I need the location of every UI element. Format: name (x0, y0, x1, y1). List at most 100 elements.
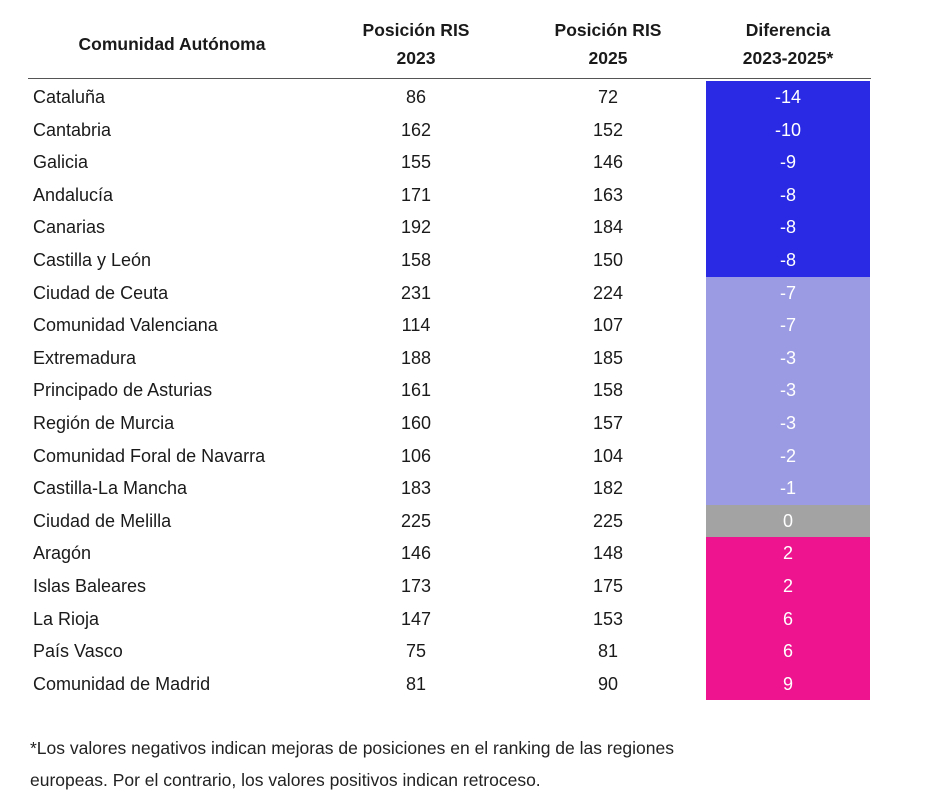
diff-value: 6 (782, 641, 793, 662)
rank-value: 225 (400, 510, 432, 531)
diff-value: -3 (779, 347, 796, 368)
diff-value: -2 (779, 445, 796, 466)
diff-value: 9 (782, 673, 793, 694)
rank-value: 146 (400, 543, 432, 564)
diff-value: 2 (782, 576, 793, 596)
region-name: Aragón (33, 543, 92, 564)
diff-cell-bg (706, 602, 870, 636)
rank-value: 155 (400, 152, 432, 173)
header-text: Comunidad Autónoma (78, 34, 266, 54)
header-text: Posición RIS (554, 20, 662, 40)
diff-cell-bg (706, 276, 870, 310)
rank-value: 153 (592, 608, 624, 629)
diff-cell-bg (706, 570, 870, 603)
rank-value: 160 (400, 413, 432, 433)
rank-value: 224 (592, 282, 624, 303)
rank-value: 106 (400, 445, 432, 466)
rank-value: 72 (597, 87, 619, 107)
rank-value: 148 (592, 543, 624, 564)
diff-value: -3 (779, 413, 796, 433)
diff-value: -7 (779, 315, 796, 336)
region-name: Ciudad de Ceuta (33, 282, 169, 303)
region-name: Canarias (33, 217, 106, 238)
region-name: La Rioja (33, 608, 100, 629)
rank-value: 147 (400, 608, 432, 629)
rank-value: 182 (592, 478, 624, 499)
rank-value: 171 (400, 184, 432, 205)
rank-value: 185 (592, 347, 624, 368)
diff-cell-bg (706, 146, 870, 179)
header-text: Diferencia (745, 20, 831, 40)
region-name: Islas Baleares (33, 576, 147, 596)
region-name: Comunidad Foral de Navarra (33, 445, 266, 466)
diff-cell-bg (706, 244, 870, 277)
region-name: Cataluña (33, 87, 106, 107)
rank-value: 175 (592, 576, 624, 596)
rank-value: 81 (405, 673, 427, 694)
header-rule (28, 78, 871, 79)
header-text: 2023-2025* (742, 48, 834, 68)
diff-cell-bg (706, 407, 870, 440)
diff-cell-bg (706, 341, 870, 375)
diff-value: -7 (779, 282, 796, 303)
rank-value: 150 (592, 250, 624, 270)
diff-value: 2 (782, 543, 793, 564)
diff-value: -8 (779, 250, 796, 270)
region-name: Región de Murcia (33, 413, 175, 433)
diff-cell-bg (706, 178, 870, 212)
diff-cell-bg (706, 211, 870, 244)
diff-cell-bg (706, 374, 870, 407)
diff-value: -1 (779, 478, 796, 499)
region-name: Principado de Asturias (33, 380, 213, 401)
rank-value: 173 (400, 576, 432, 596)
diff-cell-bg (706, 113, 870, 147)
footnote: *Los valores negativos indican mejoras d… (30, 738, 674, 758)
rank-value: 114 (401, 315, 431, 336)
diff-cell-bg (706, 504, 870, 538)
header-text: 2023 (396, 48, 436, 68)
region-name: País Vasco (33, 641, 123, 662)
rank-value: 158 (400, 250, 432, 270)
rank-value: 107 (592, 315, 624, 336)
diff-cell-bg (706, 635, 870, 668)
diff-value: -8 (779, 217, 796, 238)
header-text: 2025 (588, 48, 628, 68)
rank-value: 90 (597, 673, 619, 694)
rank-value: 225 (592, 510, 624, 531)
rank-value: 188 (400, 347, 432, 368)
rank-value: 184 (592, 217, 624, 238)
rank-value: 152 (592, 119, 624, 140)
diff-value: 6 (782, 608, 793, 629)
diff-value: -3 (779, 380, 796, 401)
header-text: Posición RIS (362, 20, 470, 40)
region-name: Cantabria (33, 119, 112, 140)
rank-value: 161 (400, 380, 432, 401)
rank-value: 162 (400, 119, 432, 140)
diff-value: -14 (774, 87, 801, 107)
rank-value: 104 (592, 445, 624, 466)
rank-value: 86 (405, 87, 427, 107)
diff-value: -8 (779, 184, 796, 205)
region-name: Extremadura (33, 347, 137, 368)
region-name: Comunidad de Madrid (33, 673, 211, 694)
rank-value: 146 (592, 152, 624, 173)
region-name: Galicia (33, 152, 89, 173)
rank-value: 231 (400, 282, 432, 303)
footnote: europeas. Por el contrario, los valores … (30, 770, 541, 790)
diff-value: -9 (779, 152, 796, 173)
region-name: Castilla y León (33, 250, 152, 270)
rank-value: 183 (400, 478, 432, 499)
region-name: Castilla-La Mancha (33, 478, 188, 499)
rank-value: 157 (592, 413, 624, 433)
rank-value: 81 (597, 641, 619, 662)
diff-value: 0 (782, 510, 793, 531)
rank-value: 163 (592, 184, 624, 205)
region-name: Ciudad de Melilla (33, 510, 172, 531)
diff-cell-bg (706, 439, 870, 473)
region-name: Comunidad Valenciana (33, 315, 218, 336)
rank-value: 192 (400, 217, 432, 238)
region-name: Andalucía (33, 184, 114, 205)
diff-cell-bg (706, 472, 870, 505)
rank-value: 158 (592, 380, 624, 401)
